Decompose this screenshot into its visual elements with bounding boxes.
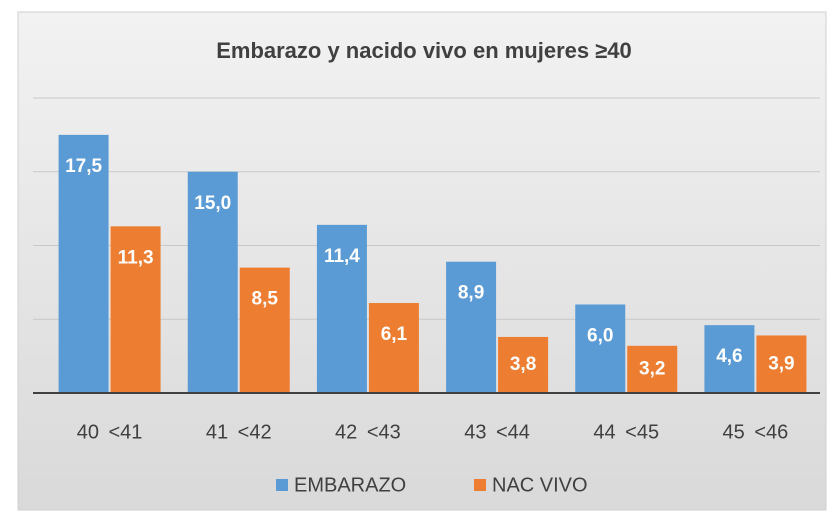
data-label: 17,5 <box>65 156 102 177</box>
bar <box>187 171 238 393</box>
bar <box>239 267 290 393</box>
chart-title: Embarazo y nacido vivo en mujeres ≥40 <box>216 38 632 63</box>
data-label: 8,5 <box>252 289 279 310</box>
bar <box>368 303 419 393</box>
legend-swatch <box>474 479 486 491</box>
bar <box>704 325 755 393</box>
legend-label: EMBARAZO <box>294 474 406 496</box>
legend-label: NAC VIVO <box>492 474 588 496</box>
x-tick-label: 40 <41 <box>77 421 143 443</box>
data-label: 11,3 <box>118 247 154 268</box>
x-tick-label: 44 <45 <box>593 421 659 443</box>
bar <box>575 304 626 393</box>
bar <box>627 345 678 393</box>
x-tick-label: 45 <46 <box>723 421 789 443</box>
data-label: 6,1 <box>381 324 408 345</box>
x-tick-label: 43 <44 <box>464 421 530 443</box>
bar <box>316 224 367 393</box>
bar <box>110 226 161 393</box>
legend-swatch <box>276 479 288 491</box>
data-label: 15,0 <box>194 193 231 214</box>
bar <box>446 261 497 393</box>
bar <box>58 134 109 393</box>
data-label: 11,4 <box>324 246 360 267</box>
data-label: 8,9 <box>458 283 484 304</box>
data-label: 3,2 <box>639 358 665 379</box>
bar <box>756 335 807 393</box>
data-label: 3,9 <box>768 353 794 374</box>
data-label: 6,0 <box>587 326 613 347</box>
bar <box>498 336 549 393</box>
x-tick-label: 41 <42 <box>206 421 272 443</box>
x-tick-label: 42 <43 <box>335 421 401 443</box>
data-label: 3,8 <box>510 354 536 375</box>
data-label: 4,6 <box>716 346 742 367</box>
